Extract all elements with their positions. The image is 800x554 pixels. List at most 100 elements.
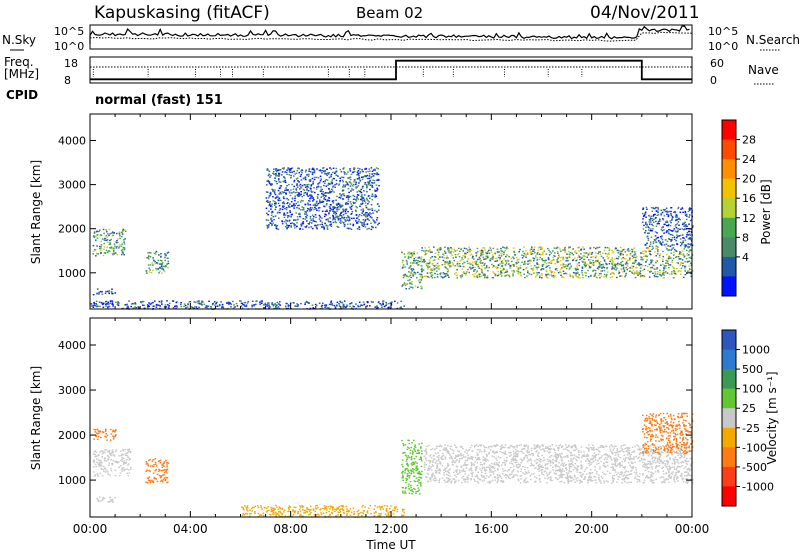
scatter-cell [613,266,615,269]
scatter-cell [443,257,445,259]
scatter-cell [589,261,591,263]
scatter-cell [128,459,131,461]
scatter-cell [569,267,571,270]
scatter-cell [209,306,212,308]
scatter-cell [408,271,410,273]
scatter-cell [301,169,303,171]
scatter-cell [371,209,374,211]
scatter-cell [541,248,543,250]
scatter-cell [326,179,329,181]
scatter-cell [105,449,108,451]
scatter-cell [567,265,569,267]
scatter-cell [356,191,358,193]
scatter-cell [548,476,550,479]
scatter-cell [300,193,302,195]
scatter-cell [335,212,338,215]
scatter-cell [570,264,573,267]
scatter-cell [516,475,518,477]
scatter-cell [437,265,439,268]
scatter-cell [402,471,404,473]
scatter-cell [540,466,543,468]
scatter-cell [661,235,663,237]
scatter-cell [418,257,421,259]
scatter-cell [388,306,390,308]
scatter-cell [295,178,298,180]
scatter-cell [402,479,404,481]
scatter-cell [685,213,688,216]
scatter-cell [320,188,323,190]
scatter-cell [633,256,635,258]
scatter-cell [436,249,439,251]
scatter-cell [414,262,417,264]
scatter-cell [485,267,488,269]
scatter-cell [688,251,690,253]
scatter-cell [612,260,614,263]
scatter-cell [410,463,413,465]
scatter-cell [152,465,155,468]
scatter-cell [146,304,149,306]
scatter-cell [520,478,522,480]
scatter-cell [358,226,361,228]
scatter-cell [548,254,551,256]
scatter-cell [686,253,688,255]
scatter-cell [355,205,357,208]
scatter-cell [683,467,685,470]
scatter-cell [293,181,295,183]
scatter-cell [444,448,447,450]
scatter-cell [130,468,132,470]
scatter-cell [660,242,662,245]
scatter-cell [616,473,618,476]
scatter-cell [500,265,503,267]
scatter-cell [277,228,280,230]
scatter-cell [359,171,362,173]
scatter-cell [624,459,627,461]
scatter-cell [620,246,622,249]
scatter-cell [509,266,511,268]
scatter-cell [332,210,335,213]
scatter-cell [645,254,647,256]
scatter-cell [564,464,567,466]
scatter-cell [411,493,413,495]
scatter-cell [412,452,414,454]
scatter-cell [404,469,407,471]
scatter-cell [334,186,336,188]
scatter-cell [523,263,525,266]
scatter-cell [404,472,406,474]
scatter-cell [666,262,668,264]
scatter-cell [357,304,359,307]
scatter-cell [502,246,504,248]
scatter-cell [150,272,153,274]
scatter-cell [114,435,116,438]
scatter-cell [669,220,672,222]
scatter-cell [313,178,316,181]
scatter-cell [158,474,161,477]
scatter-cell [415,466,417,468]
scatter-cell [127,463,130,465]
scatter-cell [683,229,685,231]
scatter-cell [298,213,300,215]
scatter-cell [293,185,295,188]
scatter-cell [435,267,438,269]
scatter-cell [512,474,515,477]
scatter-cell [478,267,480,269]
scatter-cell [160,301,163,304]
scatter-cell [516,444,518,447]
scatter-cell [470,268,472,270]
scatter-cell [375,190,377,192]
scatter-cell [534,446,536,448]
scatter-cell [453,259,456,262]
scatter-cell [610,259,612,261]
scatter-cell [542,445,544,447]
scatter-cell [680,456,683,458]
scatter-cell [682,237,684,239]
scatter-cell [216,301,218,304]
scatter-cell [111,292,113,295]
scatter-cell [479,258,481,260]
scatter-cell [670,257,672,259]
scatter-cell [376,217,379,219]
scatter-cell [353,170,355,173]
scatter-cell [306,220,308,222]
scatter-cell [690,256,692,258]
scatter-cell [279,301,281,303]
